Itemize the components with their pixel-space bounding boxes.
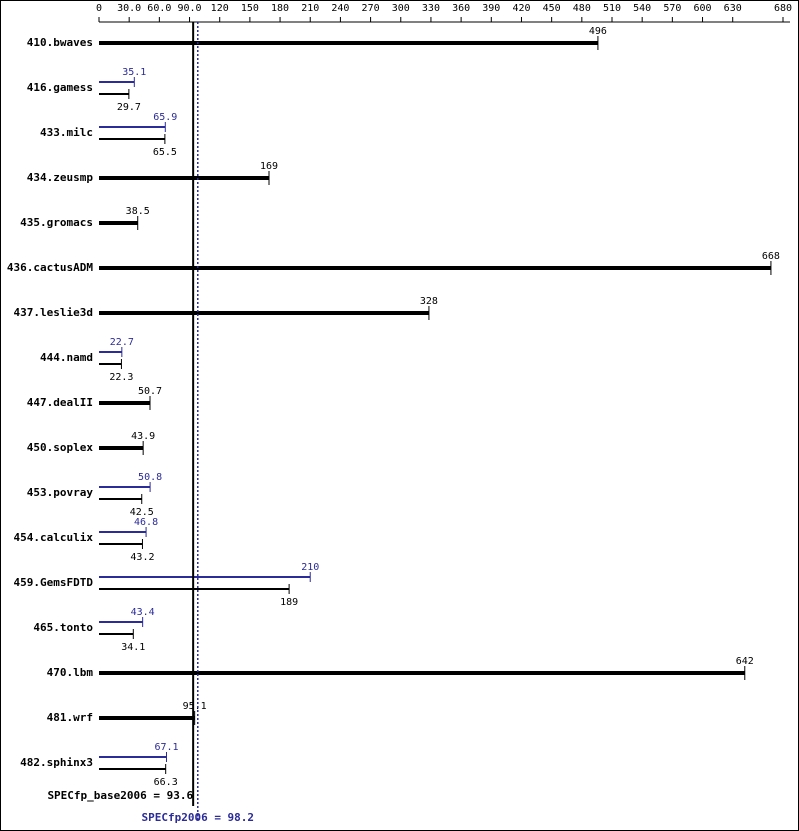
peak-bar [99, 486, 151, 488]
x-tick-label: 450 [543, 3, 561, 14]
category-label: 435.gromacs [20, 216, 93, 229]
x-tick-label: 570 [663, 3, 681, 14]
value-label: 668 [762, 251, 780, 262]
value-label: 50.7 [138, 386, 162, 397]
base-value-label: 66.3 [154, 777, 178, 788]
peak-bar [99, 81, 135, 83]
value-label: 328 [420, 296, 438, 307]
base-bar [99, 176, 269, 180]
x-tick-label: 390 [482, 3, 500, 14]
base-bar [99, 363, 122, 365]
category-label: 444.namd [40, 351, 93, 364]
value-label: 38.5 [126, 206, 150, 217]
value-label: 169 [260, 161, 278, 172]
x-tick-label: 680 [774, 3, 792, 14]
category-label: 470.lbm [47, 666, 94, 679]
category-label: 436.cactusADM [7, 261, 93, 274]
x-tick-label: 210 [301, 3, 319, 14]
category-label: 450.soplex [27, 441, 94, 454]
x-tick-label: 30.0 [117, 3, 141, 14]
peak-bar [99, 621, 143, 623]
base-value-label: 42.5 [130, 507, 154, 518]
category-label: 454.calculix [14, 531, 94, 544]
base-bar [99, 633, 134, 635]
category-label: 465.tonto [33, 621, 93, 634]
x-tick-label: 270 [362, 3, 380, 14]
value-label: 496 [589, 26, 607, 37]
peak-value-label: 210 [301, 562, 319, 573]
base-metric-label: SPECfp_base2006 = 93.6 [47, 789, 193, 802]
category-label: 416.gamess [27, 81, 93, 94]
x-tick-label: 300 [392, 3, 410, 14]
base-value-label: 65.5 [153, 147, 177, 158]
x-tick-label: 120 [211, 3, 229, 14]
category-label: 482.sphinx3 [20, 756, 93, 769]
base-value-label: 29.7 [117, 102, 141, 113]
base-bar [99, 41, 598, 45]
category-label: 459.GemsFDTD [14, 576, 94, 589]
x-tick-label: 240 [331, 3, 349, 14]
category-label: 453.povray [27, 486, 94, 499]
base-value-label: 189 [280, 597, 298, 608]
base-value-label: 34.1 [121, 642, 145, 653]
base-bar [99, 446, 144, 450]
x-tick-label: 600 [693, 3, 711, 14]
base-bar [99, 138, 165, 140]
base-bar [99, 543, 143, 545]
peak-value-label: 22.7 [110, 337, 134, 348]
base-value-label: 22.3 [109, 372, 133, 383]
peak-bar [99, 576, 311, 578]
peak-value-label: 35.1 [122, 67, 146, 78]
peak-metric-label: SPECfp2006 = 98.2 [141, 811, 254, 824]
value-label: 95.1 [183, 701, 207, 712]
base-bar [99, 671, 745, 675]
peak-value-label: 43.4 [131, 607, 155, 618]
peak-bar [99, 756, 167, 758]
peak-value-label: 67.1 [154, 742, 178, 753]
value-label: 642 [736, 656, 754, 667]
category-label: 433.milc [40, 126, 93, 139]
base-bar [99, 768, 166, 770]
x-tick-label: 510 [603, 3, 621, 14]
base-bar [99, 93, 129, 95]
base-bar [99, 716, 195, 720]
x-tick-label: 540 [633, 3, 651, 14]
peak-bar [99, 531, 147, 533]
base-bar [99, 401, 150, 405]
x-tick-label: 0 [96, 3, 102, 14]
x-tick-label: 330 [422, 3, 440, 14]
category-label: 437.leslie3d [14, 306, 93, 319]
category-label: 434.zeusmp [27, 171, 94, 184]
base-bar [99, 498, 142, 500]
x-tick-label: 60.0 [147, 3, 171, 14]
base-bar [99, 311, 429, 315]
base-value-label: 43.2 [130, 552, 154, 563]
value-label: 43.9 [131, 431, 155, 442]
base-bar [99, 221, 138, 225]
category-label: 481.wrf [47, 711, 93, 724]
peak-bar [99, 351, 122, 353]
category-label: 410.bwaves [27, 36, 93, 49]
category-label: 447.dealII [27, 396, 93, 409]
x-tick-label: 480 [573, 3, 591, 14]
peak-bar [99, 126, 166, 128]
x-tick-label: 180 [271, 3, 289, 14]
x-tick-label: 150 [241, 3, 259, 14]
x-tick-label: 90.0 [177, 3, 201, 14]
x-tick-label: 630 [724, 3, 742, 14]
base-bar [99, 266, 771, 270]
peak-value-label: 50.8 [138, 472, 162, 483]
peak-value-label: 65.9 [153, 112, 177, 123]
x-tick-label: 420 [512, 3, 530, 14]
peak-value-label: 46.8 [134, 517, 158, 528]
x-tick-label: 360 [452, 3, 470, 14]
